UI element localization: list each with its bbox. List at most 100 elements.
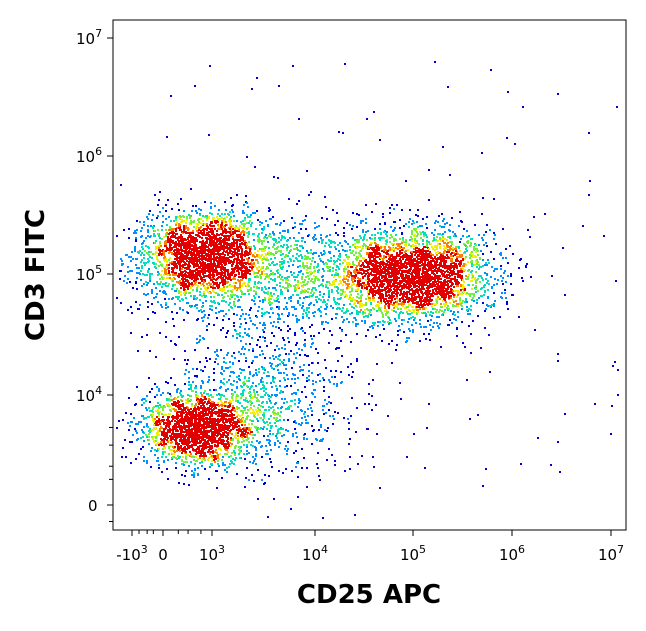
event-point [168,229,170,231]
event-point [143,254,145,256]
event-point [215,235,217,237]
event-point [185,222,187,224]
event-point [208,248,210,250]
event-point [128,397,130,399]
event-point [234,459,236,461]
event-point [375,263,377,265]
event-point [180,446,182,448]
event-point [334,274,336,276]
event-point [505,281,507,283]
event-point [219,215,221,217]
event-point [401,288,403,290]
event-point [230,226,232,228]
event-point [137,423,139,425]
event-point [203,424,205,426]
event-point [190,432,192,434]
event-point [189,240,191,242]
event-point [187,394,189,396]
event-point [154,396,156,398]
event-point [237,435,239,437]
event-point [423,233,425,235]
event-point [116,235,118,237]
event-point [187,434,189,436]
event-point [158,448,160,450]
event-point [403,291,405,293]
event-point [209,224,211,226]
event-point [156,217,158,219]
event-point [224,405,226,407]
event-point [165,273,167,275]
event-point [479,266,481,268]
event-point [371,325,373,327]
event-point [211,457,213,459]
event-point [193,239,195,241]
event-point [181,430,183,432]
event-point [206,234,208,236]
event-point [251,441,253,443]
event-point [283,244,285,246]
event-point [246,436,248,438]
event-point [168,426,170,428]
event-point [206,242,208,244]
event-point [209,453,211,455]
event-point [407,249,409,251]
event-point [181,396,183,398]
event-point [154,383,156,385]
event-point [204,431,206,433]
event-point [157,460,159,462]
event-point [183,261,185,263]
event-point [127,422,129,424]
event-point [202,220,204,222]
event-point [241,279,243,281]
event-point [178,290,180,292]
event-point [284,230,286,232]
event-point [193,434,195,436]
event-point [437,243,439,245]
event-point [193,264,195,266]
event-point [214,258,216,260]
event-point [151,292,153,294]
event-point [196,262,198,264]
event-point [378,276,380,278]
event-point [173,427,175,429]
event-point [448,277,450,279]
event-point [139,221,141,223]
event-point [231,443,233,445]
event-point [192,444,194,446]
event-point [140,230,142,232]
event-point [151,219,153,221]
event-point [160,274,162,276]
event-point [200,445,202,447]
event-point [143,402,145,404]
event-point [197,235,199,237]
event-point [141,252,143,254]
event-point [148,436,150,438]
event-point [412,316,414,318]
event-point [168,270,170,272]
event-point [168,264,170,266]
event-point [247,409,249,411]
event-point [129,281,131,283]
event-point [190,237,192,239]
event-point [227,235,229,237]
event-point [192,205,194,207]
event-point [238,259,240,261]
event-point [185,426,187,428]
event-point [141,265,143,267]
event-point [430,319,432,321]
event-point [161,471,163,473]
event-point [482,259,484,261]
event-point [227,441,229,443]
event-point [226,471,228,473]
event-point [212,230,214,232]
event-point [196,259,198,261]
event-point [171,436,173,438]
event-point [158,265,160,267]
event-point [248,241,250,243]
event-point [143,440,145,442]
event-point [150,430,152,432]
event-point [156,281,158,283]
event-point [239,244,241,246]
event-point [158,464,160,466]
event-point [316,226,318,228]
